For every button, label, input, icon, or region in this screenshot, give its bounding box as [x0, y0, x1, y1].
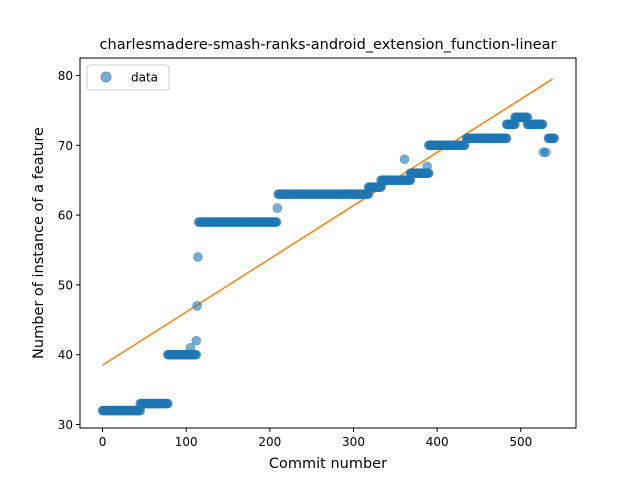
data-point: [191, 335, 202, 346]
data-point: [501, 133, 512, 144]
data-points-layer: [97, 112, 560, 416]
y-axis-ticks: 30 40 50 60 70 80: [58, 69, 80, 432]
plot-frame: [79, 57, 577, 429]
data-point: [541, 147, 551, 158]
y-tick-label: 50: [58, 278, 73, 292]
x-tick-label: 500: [509, 435, 532, 449]
legend-marker-data: [100, 71, 112, 83]
x-axis-ticks: 0 100 200 300 400 500: [99, 428, 532, 449]
legend: data: [86, 64, 170, 91]
data-point: [399, 154, 410, 165]
data-point: [193, 252, 203, 262]
data-point: [272, 203, 283, 213]
legend-box: [86, 64, 170, 91]
fit-line-layer: [102, 78, 553, 366]
x-tick-label: 200: [258, 435, 281, 449]
data-point: [191, 349, 202, 360]
data-point: [537, 119, 548, 130]
data-point: [185, 342, 196, 353]
y-axis-label: Number of instance of a feature: [31, 127, 47, 359]
data-point: [271, 217, 282, 227]
fit-line: [102, 78, 553, 366]
y-tick-label: 60: [58, 209, 73, 223]
data-point: [549, 133, 560, 144]
legend-label-data: data: [131, 71, 158, 85]
y-tick-label: 30: [58, 418, 73, 432]
data-point: [163, 398, 173, 409]
chart-title: charlesmadere-smash-ranks-android_extens…: [100, 37, 557, 53]
y-tick-label: 40: [58, 348, 73, 362]
x-axis-label: Commit number: [269, 456, 387, 472]
x-tick-label: 100: [175, 435, 198, 449]
y-tick-label: 80: [58, 69, 73, 83]
x-tick-label: 300: [342, 435, 365, 449]
x-tick-label: 0: [99, 435, 107, 449]
y-tick-label: 70: [58, 139, 73, 153]
data-point: [192, 301, 202, 311]
x-tick-label: 400: [426, 435, 449, 449]
data-point: [422, 161, 432, 172]
